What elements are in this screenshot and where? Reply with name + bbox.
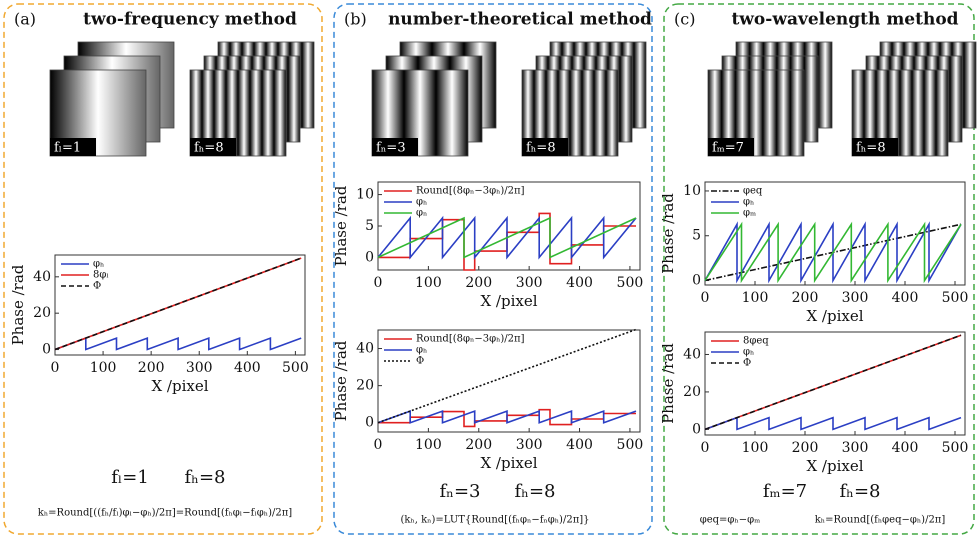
y-tick-label: 40: [356, 341, 374, 357]
legend-label: Round[(8φₙ−3φₕ)/2π]: [416, 186, 525, 197]
formula: kₕ=Round[(fₕφeq−φₕ)/2π]: [815, 515, 946, 526]
panel-label: (c): [674, 10, 695, 29]
legend-label: φₘ: [743, 208, 756, 219]
x-tick-label: 500: [942, 440, 969, 456]
y-tick-label: 20: [683, 384, 701, 400]
x-tick-label: 100: [742, 440, 769, 456]
panel-label: (b): [344, 10, 367, 29]
y-tick-label: 0: [365, 415, 374, 431]
x-tick-label: 0: [701, 440, 710, 456]
y-tick-label: 20: [356, 378, 374, 394]
frequency-label: fₗ=1: [111, 467, 149, 488]
formula: φeq=φₕ−φₘ: [700, 515, 761, 526]
y-tick-label: 0: [365, 249, 374, 265]
y-axis-label: Phase /rad: [659, 343, 677, 424]
legend-label: φₕ: [93, 259, 104, 270]
x-axis-label: X /pixel: [806, 457, 863, 475]
x-axis-label: X /pixel: [480, 292, 537, 310]
x-tick-label: 0: [374, 437, 383, 453]
y-tick-label: 10: [356, 187, 374, 203]
y-tick-label: 20: [33, 305, 51, 321]
x-tick-label: 200: [792, 440, 819, 456]
x-tick-label: 200: [465, 437, 492, 453]
y-tick-label: 40: [33, 269, 51, 285]
y-tick-label: 40: [683, 346, 701, 362]
x-tick-label: 400: [566, 437, 593, 453]
x-tick-label: 100: [415, 275, 442, 291]
panel-title: number-theoretical method: [388, 10, 652, 30]
frequency-label: fₕ=8: [840, 481, 881, 502]
x-tick-label: 200: [792, 290, 819, 306]
x-tick-label: 500: [617, 437, 644, 453]
frequency-label: fₙ=3: [440, 481, 481, 502]
x-axis-label: X /pixel: [480, 454, 537, 472]
x-tick-label: 200: [465, 275, 492, 291]
x-tick-label: 0: [701, 290, 710, 306]
x-tick-label: 300: [186, 360, 213, 376]
x-tick-label: 0: [374, 275, 383, 291]
formula: (kₕ, kₙ)=LUT{Round[(fₕφₙ−fₙφₕ)/2π]}: [400, 515, 589, 526]
y-tick-label: 0: [692, 273, 701, 289]
x-axis-label: X /pixel: [806, 307, 863, 325]
x-tick-label: 400: [566, 275, 593, 291]
x-tick-label: 300: [516, 437, 543, 453]
y-axis-label: Phase /rad: [9, 264, 27, 345]
x-tick-label: 300: [842, 290, 869, 306]
legend-label: φeq: [743, 186, 763, 197]
frequency-label: fₘ=7: [763, 481, 807, 502]
y-tick-label: 5: [692, 228, 701, 244]
legend-label: 8φₗ: [93, 270, 109, 281]
legend-label: Φ: [416, 356, 424, 367]
x-tick-label: 100: [90, 360, 117, 376]
x-tick-label: 400: [234, 360, 261, 376]
thumb-label: fₕ=8: [194, 141, 224, 156]
y-tick-label: 0: [692, 421, 701, 437]
x-tick-label: 400: [892, 290, 919, 306]
y-tick-label: 5: [365, 218, 374, 234]
x-tick-label: 0: [51, 360, 60, 376]
legend-label: φₙ: [416, 208, 427, 219]
y-tick-label: 0: [42, 342, 51, 358]
legend-label: Φ: [743, 358, 751, 369]
legend-label: Round[(8φₙ−3φₕ)/2π]: [416, 334, 525, 345]
thumb-label: fₗ=1: [54, 141, 81, 156]
x-tick-label: 100: [415, 437, 442, 453]
x-tick-label: 300: [516, 275, 543, 291]
frequency-label: fₕ=8: [185, 467, 226, 488]
formula: kₕ=Round[((fₕ/fₗ)φₗ−φₕ)/2π]=Round[(fₕφₗ−…: [38, 508, 292, 519]
thumb-label: fₕ=8: [856, 141, 886, 156]
x-axis-label: X /pixel: [151, 377, 208, 395]
figure: (a) two-frequency method fₗ=1 fₕ=8 fₗ=1 fₕ=8 k…: [0, 0, 978, 540]
y-axis-label: Phase /rad: [659, 193, 677, 274]
x-tick-label: 200: [138, 360, 165, 376]
panel-title: two-wavelength method: [731, 10, 958, 30]
y-tick-label: 10: [683, 183, 701, 199]
x-tick-label: 400: [892, 440, 919, 456]
thumb-label: fₘ=7: [712, 141, 744, 156]
thumb-label: fₕ=8: [526, 141, 556, 156]
legend-label: φₕ: [743, 197, 754, 208]
frequency-label: fₕ=8: [515, 481, 556, 502]
x-tick-label: 500: [617, 275, 644, 291]
x-tick-label: 300: [842, 440, 869, 456]
y-axis-label: Phase /rad: [332, 340, 350, 421]
thumb-label: fₙ=3: [376, 141, 406, 156]
legend-label: φₕ: [416, 197, 427, 208]
y-axis-label: Phase /rad: [332, 185, 350, 266]
x-tick-label: 100: [742, 290, 769, 306]
panel-title: two-frequency method: [83, 10, 297, 30]
legend-label: Φ: [93, 281, 101, 292]
legend-label: φₕ: [416, 345, 427, 356]
x-tick-label: 500: [942, 290, 969, 306]
legend-label: 8φeq: [743, 336, 769, 347]
panel-label: (a): [14, 10, 36, 29]
x-tick-label: 500: [282, 360, 309, 376]
legend-label: φₕ: [743, 347, 754, 358]
